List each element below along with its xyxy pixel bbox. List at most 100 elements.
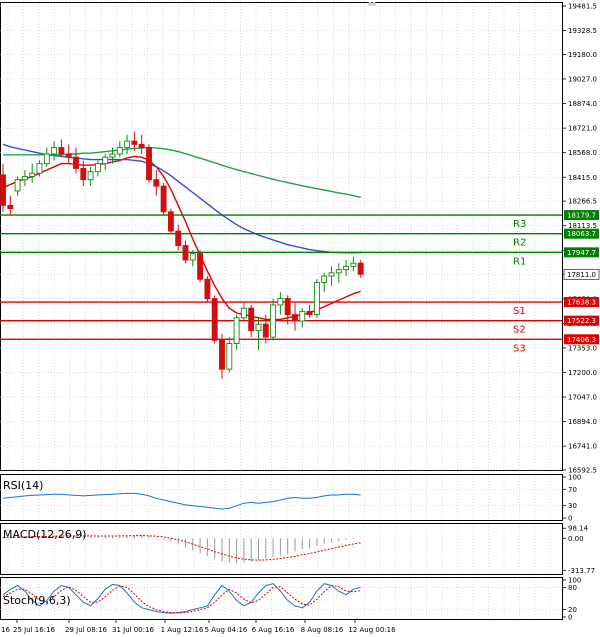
candle-body <box>14 179 21 192</box>
price-tick-label: 16741.0 <box>568 443 597 451</box>
stoch-tick-label: 0 <box>568 614 572 622</box>
macd-title: MACD(12,26,9) <box>3 528 87 541</box>
level-price-tag <box>564 228 599 239</box>
moving-average-line <box>3 146 361 198</box>
time-tick-label: 8 Aug 08:16 <box>301 626 344 634</box>
price-tick-label: 19328.5 <box>568 27 597 35</box>
candle-body <box>306 310 313 316</box>
candle-body <box>248 307 255 332</box>
candle-body <box>262 323 269 338</box>
candle-body <box>43 153 50 165</box>
price-tick-label: 17047.0 <box>568 393 597 401</box>
candle-body <box>146 147 152 181</box>
rsi-panel-frame <box>0 474 563 521</box>
price-tick-label: 18266.5 <box>568 198 597 206</box>
price-tick-label: 16592.5 <box>568 467 597 475</box>
level-name-r2: R2 <box>513 238 526 249</box>
candle-body <box>233 317 240 344</box>
candle-body <box>29 172 36 177</box>
stoch-tick-label: 20 <box>568 606 577 614</box>
pivot-levels: R3 18179.7 R2 18063.7 R1 17947.7 S1 17638.3 S2 17… <box>0 210 600 354</box>
current-price-tag <box>563 268 600 280</box>
settings-handle-icon <box>368 2 376 6</box>
main-panel-frame <box>0 2 563 471</box>
candle-body <box>277 298 284 306</box>
level-name-s3: S3 <box>513 343 526 354</box>
stoch-panel-frame <box>0 577 563 620</box>
candle-body <box>124 140 131 149</box>
candle-body <box>94 163 101 173</box>
price-tick-label: 19180.0 <box>568 51 597 59</box>
price-tick-label: 17200.0 <box>568 369 597 377</box>
level-name-s2: S2 <box>513 325 526 336</box>
stoch-d-line <box>2 584 361 614</box>
price-tick-label: 19481.5 <box>568 2 597 10</box>
candle-body <box>167 211 174 232</box>
macd-signal-line <box>2 535 361 561</box>
candle-body <box>357 262 364 275</box>
rsi-tick-label: 70 <box>568 486 577 494</box>
candle-body <box>270 304 277 338</box>
rsi-tick-label: 30 <box>568 502 577 510</box>
candle-body <box>36 163 43 174</box>
candle-body <box>284 298 291 316</box>
price-tick-label: 17353.0 <box>568 344 597 352</box>
macd-panel-frame <box>0 523 563 575</box>
candle-body <box>116 147 123 155</box>
macd-panel: 98.14 0.00 -313.77 MACD(12,26,9) <box>2 525 595 575</box>
candle-body <box>350 262 357 267</box>
candle-body <box>321 275 328 283</box>
time-tick-label: 29 Jul 08:16 <box>65 626 108 634</box>
candle-body <box>153 179 160 187</box>
price-tick-label: 18113.5 <box>568 222 597 230</box>
level-price-label: 17406.3 <box>567 336 596 344</box>
rsi-line <box>2 492 361 510</box>
candle-body <box>211 298 218 341</box>
price-tick-label: 18568.0 <box>568 149 597 157</box>
candle-body <box>51 147 58 155</box>
candle-body <box>328 272 335 277</box>
price-tick-label: 18415.0 <box>568 174 597 182</box>
candle-body <box>7 204 14 210</box>
candle-body <box>292 314 298 322</box>
level-price-tag <box>564 315 599 326</box>
candle-body <box>73 156 79 169</box>
rsi-title: RSI(14) <box>3 479 43 492</box>
level-name-r1: R1 <box>513 256 526 267</box>
level-price-label: 17947.7 <box>567 249 596 257</box>
stoch-k-line <box>2 583 361 614</box>
stoch-tick-label: 80 <box>568 584 577 592</box>
macd-tick-label: 0.00 <box>568 535 584 543</box>
candle-body <box>313 282 320 316</box>
level-price-label: 17522.3 <box>567 317 596 325</box>
candle-body <box>219 339 225 370</box>
candle-body <box>343 265 350 271</box>
candle-body <box>299 310 306 322</box>
stoch-title: Stoch(9,6,3) <box>3 594 71 607</box>
time-tick-label: 6 Aug 16:16 <box>252 626 295 634</box>
price-tick-label: 16894.0 <box>568 418 597 426</box>
candle-body <box>240 307 247 319</box>
candlesticks <box>0 131 364 379</box>
level-name-r3: R3 <box>513 219 526 230</box>
time-tick-label: 1 Aug 12:16 <box>161 626 204 634</box>
rsi-panel: 100 70 30 0 RSI(14) <box>0 474 581 523</box>
macd-tick-label: 98.14 <box>568 525 589 533</box>
candle-body <box>182 245 189 261</box>
level-price-tag <box>564 297 599 308</box>
level-name-s1: S1 <box>513 306 526 317</box>
time-tick-label: 5 Aug 04:16 <box>205 626 248 634</box>
rsi-tick-label: 100 <box>568 474 581 482</box>
candle-body <box>226 343 233 370</box>
time-tick-label: 25 Jul 16:16 <box>13 626 56 634</box>
time-axis: 16 25 Jul 16:16 29 Jul 08:16 31 Jul 00:16 1 … <box>1 619 396 634</box>
level-price-tag <box>564 210 599 221</box>
candle-body <box>0 174 6 206</box>
candle-body <box>21 176 28 181</box>
level-price-label: 17638.3 <box>567 299 596 307</box>
candle-body <box>175 230 182 246</box>
price-tick-label: 19027.0 <box>568 75 597 83</box>
macd-tick-label: -313.77 <box>568 567 595 575</box>
